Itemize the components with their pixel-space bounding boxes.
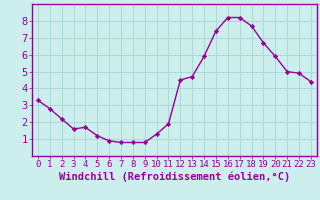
X-axis label: Windchill (Refroidissement éolien,°C): Windchill (Refroidissement éolien,°C): [59, 172, 290, 182]
